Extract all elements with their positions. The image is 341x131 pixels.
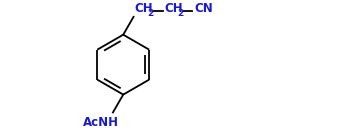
Text: AcNH: AcNH [83, 116, 119, 129]
Text: 2: 2 [148, 9, 154, 18]
Text: 2: 2 [178, 9, 184, 18]
Text: CH: CH [164, 2, 183, 15]
Text: CH: CH [134, 2, 153, 15]
Text: CN: CN [194, 2, 213, 15]
